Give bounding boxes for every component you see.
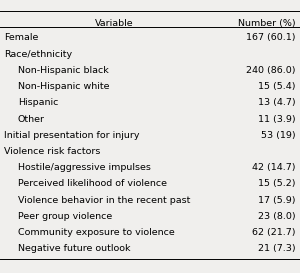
- Text: Hostile/aggressive impulses: Hostile/aggressive impulses: [18, 163, 151, 172]
- Text: 240 (86.0): 240 (86.0): [246, 66, 296, 75]
- Text: 23 (8.0): 23 (8.0): [258, 212, 296, 221]
- Text: Race/ethnicity: Race/ethnicity: [4, 50, 73, 58]
- Text: Variable: Variable: [95, 19, 133, 28]
- Text: Peer group violence: Peer group violence: [18, 212, 112, 221]
- Text: 11 (3.9): 11 (3.9): [258, 115, 296, 123]
- Text: Non-Hispanic black: Non-Hispanic black: [18, 66, 109, 75]
- Text: Violence risk factors: Violence risk factors: [4, 147, 101, 156]
- Text: Negative future outlook: Negative future outlook: [18, 245, 130, 253]
- Text: 167 (60.1): 167 (60.1): [246, 33, 296, 42]
- Text: 13 (4.7): 13 (4.7): [258, 98, 296, 107]
- Text: Female: Female: [4, 33, 39, 42]
- Text: 17 (5.9): 17 (5.9): [258, 196, 296, 205]
- Text: 15 (5.4): 15 (5.4): [258, 82, 296, 91]
- Text: 15 (5.2): 15 (5.2): [258, 180, 296, 188]
- Text: Violence behavior in the recent past: Violence behavior in the recent past: [18, 196, 190, 205]
- Text: Hispanic: Hispanic: [18, 98, 58, 107]
- Text: Non-Hispanic white: Non-Hispanic white: [18, 82, 110, 91]
- Text: 53 (19): 53 (19): [261, 131, 296, 140]
- Text: 42 (14.7): 42 (14.7): [252, 163, 296, 172]
- Text: Number (%): Number (%): [238, 19, 296, 28]
- Text: Community exposure to violence: Community exposure to violence: [18, 228, 175, 237]
- Text: Perceived likelihood of violence: Perceived likelihood of violence: [18, 180, 167, 188]
- Text: Initial presentation for injury: Initial presentation for injury: [4, 131, 140, 140]
- Text: Other: Other: [18, 115, 45, 123]
- Text: 21 (7.3): 21 (7.3): [258, 245, 296, 253]
- Text: 62 (21.7): 62 (21.7): [252, 228, 296, 237]
